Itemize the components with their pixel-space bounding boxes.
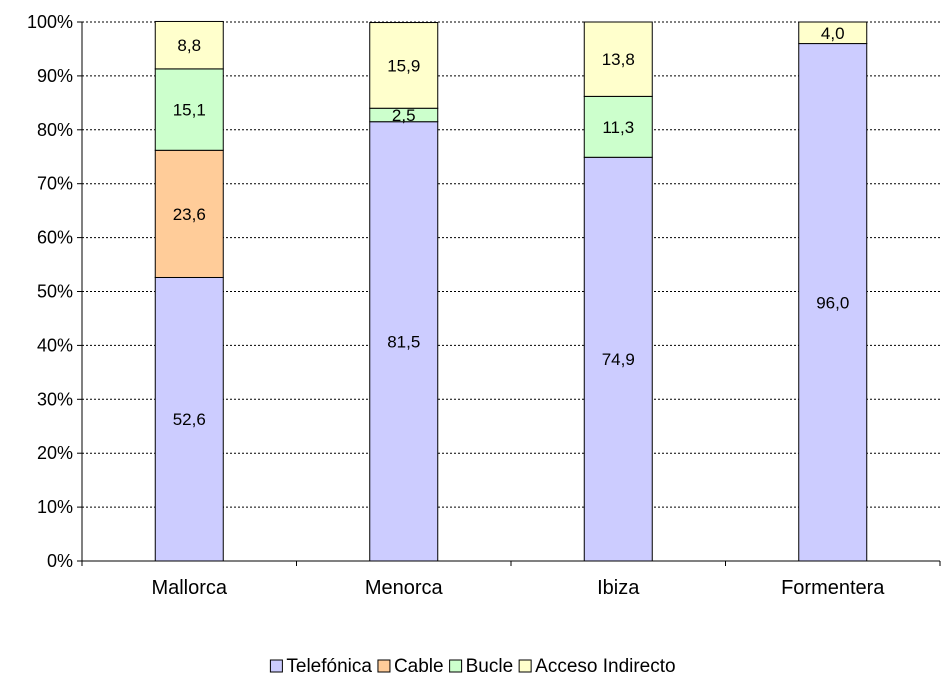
x-tick-label: Menorca — [365, 577, 444, 599]
bar-segment — [798, 43, 868, 562]
x-tick-label: Mallorca — [151, 577, 227, 599]
gridlines — [82, 21, 940, 508]
data-label: 13,8 — [602, 50, 635, 69]
data-label: 4,0 — [821, 24, 845, 43]
data-label: 52,6 — [173, 410, 206, 429]
y-tick-label: 30% — [37, 389, 73, 409]
data-label: 96,0 — [816, 293, 849, 312]
x-tick-label: Formentera — [781, 577, 885, 599]
data-label: 81,5 — [387, 332, 420, 351]
bar-segment — [583, 21, 653, 97]
legend: Telefónica Cable Bucle Acceso Indirecto — [269, 656, 676, 677]
bar-segment — [154, 276, 224, 562]
legend-swatch — [269, 659, 283, 673]
y-tick-label: 20% — [37, 443, 73, 463]
data-label: 2,5 — [392, 106, 416, 125]
axes: 0% 10% 20% 30% 40% 50% 60% 70% 80% 90% 100% Mallorc… — [27, 12, 941, 599]
bars — [154, 20, 868, 562]
y-tick-label: 40% — [37, 335, 73, 355]
data-labels: 52,6 23,6 15,1 8,8 81,5 2,5 15,9 74,9 11,3 13,8 96… — [173, 24, 850, 429]
legend-swatch — [377, 659, 391, 673]
data-label: 15,9 — [387, 56, 420, 75]
y-tick-label: 100% — [27, 12, 73, 32]
bar-segment — [369, 22, 439, 109]
data-label: 11,3 — [602, 118, 634, 137]
y-tick-label: 60% — [37, 228, 73, 248]
y-tick-label: 50% — [37, 282, 73, 302]
legend-swatch — [518, 659, 532, 673]
legend-label: Acceso Indirecto — [535, 656, 675, 677]
data-label: 15,1 — [173, 101, 206, 120]
bar-segment — [154, 149, 224, 278]
data-label: 8,8 — [177, 36, 201, 55]
legend-label: Bucle — [466, 656, 514, 677]
y-tick-label: 90% — [37, 66, 73, 86]
bar-segment — [583, 95, 653, 158]
y-tick-label: 70% — [37, 174, 73, 194]
bar-segment — [154, 20, 224, 70]
legend-label: Cable — [394, 656, 444, 677]
y-tick-label: 10% — [37, 497, 73, 517]
y-tick-label: 80% — [37, 120, 73, 140]
y-tick-label: 0% — [47, 551, 73, 571]
bar-segment — [798, 21, 868, 45]
data-label: 23,6 — [173, 205, 206, 224]
x-tick-label: Ibiza — [597, 577, 640, 599]
bar-segment — [154, 68, 224, 151]
legend-swatch — [449, 659, 463, 673]
data-label: 74,9 — [602, 350, 635, 369]
bar-segment — [583, 156, 653, 562]
legend-label: Telefónica — [286, 656, 372, 677]
